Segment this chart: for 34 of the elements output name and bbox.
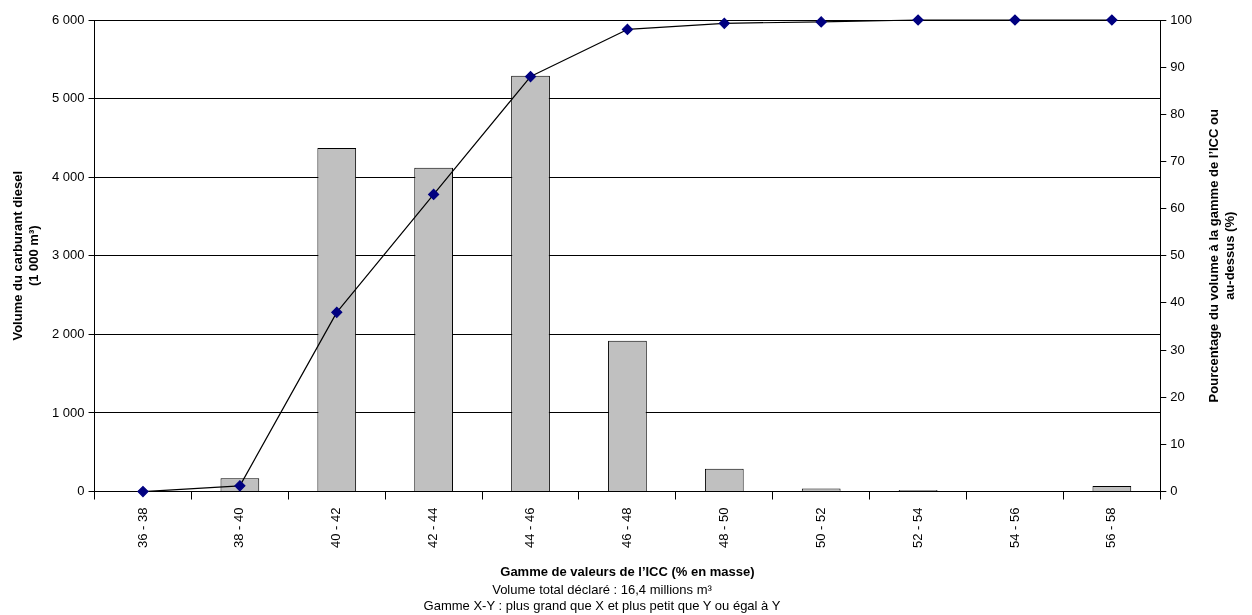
x-tick-label: 46 - 48 [619, 507, 634, 549]
y-tick-label: 6 000 [51, 11, 85, 27]
y-tick-label: 2 000 [51, 325, 85, 341]
y2-tick-label: 50 [1170, 247, 1185, 263]
y2-tick-label: 90 [1170, 58, 1185, 74]
x-tick-label: 40 - 42 [328, 507, 344, 549]
y-tick-label: 0 [77, 483, 85, 499]
x-tick-label: 50 - 52 [812, 507, 828, 549]
text: Gamme X-Y : plus grand que X et plus petit que Y ou égal à Y [422, 598, 782, 614]
x-axis-title: Gamme de valeurs de l’ICC (% en masse) [500, 563, 755, 579]
y-tick-label: 3 000 [51, 247, 85, 263]
x-tick-label: 42 - 44 [425, 507, 441, 549]
y-tick-label: 5 000 [51, 90, 85, 106]
y2-tick-label: 20 [1170, 388, 1185, 404]
x-tick-label: 56 - 58 [1103, 507, 1119, 549]
y2-tick-label: 80 [1170, 105, 1185, 121]
x-tick-label: 36 - 38 [134, 507, 150, 549]
x-tick-label: 38 - 40 [231, 507, 247, 549]
y2-tick-label: 100 [1170, 11, 1193, 27]
y2-tick-label: 10 [1170, 435, 1185, 451]
y2-tick-label: 60 [1170, 200, 1185, 216]
x-tick-label: 48 - 50 [715, 507, 731, 549]
y-tick-label: 4 000 [51, 168, 85, 184]
y-axis-title: Volume du carburant diesel (1 000 m³) [9, 171, 41, 341]
x-tick-label: 52 - 54 [909, 507, 925, 549]
y2-tick-label: 70 [1170, 153, 1185, 169]
y2-tick-label: 30 [1170, 341, 1185, 357]
x-tick-label: 54 - 56 [1006, 507, 1022, 549]
y-tick-label: 1 000 [51, 404, 85, 420]
y2-tick-label: 40 [1170, 294, 1185, 310]
y2-tick-label: 0 [1170, 483, 1178, 499]
text: Volume total déclaré : 16,4 millions m³ [491, 582, 713, 598]
x-tick-label: 44 - 46 [522, 507, 538, 549]
y2-axis-title: Pourcentage du volume à la gamme de l’ICC ou au-dessus (%) [1205, 109, 1237, 403]
